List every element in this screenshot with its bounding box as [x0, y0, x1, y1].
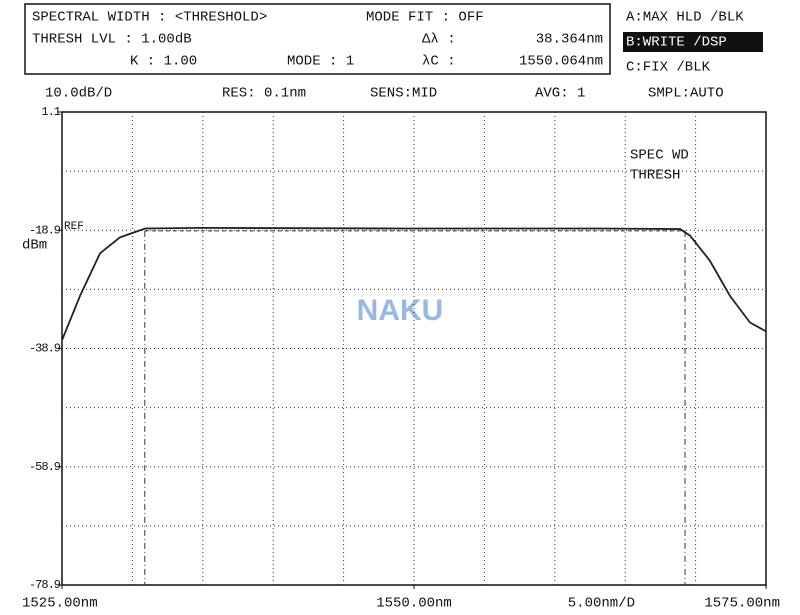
- status-res: RES: 0.1nm: [222, 86, 306, 102]
- delta-label: Δλ :: [422, 32, 456, 48]
- spectrum-trace: [61, 226, 767, 341]
- thresh-level: THRESH LVL : 1.00dB: [32, 32, 192, 48]
- ref-label: REF: [64, 221, 84, 233]
- status-smpl: SMPL:AUTO: [648, 86, 724, 102]
- y-tick-label: -78.9: [29, 578, 61, 592]
- trace-a: A:MAX HLD /BLK: [626, 10, 744, 26]
- x-tick-label: 1525.00nm: [22, 596, 98, 612]
- y-tick-label: -38.9: [29, 342, 61, 356]
- x-tick-label: 1575.00nm: [704, 596, 780, 612]
- center-value: 1550.064nm: [519, 54, 603, 70]
- center-label: λC :: [422, 54, 456, 70]
- k-value: K : 1.00: [130, 54, 197, 70]
- status-sens: SENS:MID: [370, 86, 437, 102]
- y-tick-label: 1.1: [41, 105, 60, 119]
- trace-b: B:WRITE /DSP: [626, 35, 727, 51]
- status-scale: 10.0dB/D: [45, 86, 112, 102]
- trace-c: C:FIX /BLK: [626, 60, 711, 76]
- x-scale: 5.00nm/D: [568, 596, 635, 612]
- active-trace-highlight: [623, 32, 763, 52]
- status-avg: AVG: 1: [535, 86, 585, 102]
- x-tick-label: 1550.00nm: [376, 596, 452, 612]
- y-tick-label: -58.9: [29, 460, 61, 474]
- y-unit: dBm: [22, 238, 47, 254]
- mode: MODE : 1: [287, 54, 354, 70]
- header-title: SPECTRAL WIDTH : <THRESHOLD>: [32, 10, 267, 26]
- header-box: [24, 3, 611, 75]
- delta-value: 38.364nm: [536, 32, 603, 48]
- y-tick-label: -18.9: [29, 223, 61, 237]
- watermark: NAKU: [357, 294, 444, 327]
- annotation: SPEC WD: [630, 148, 689, 164]
- annotation: THRESH: [630, 168, 680, 184]
- mode-fit: MODE FIT : OFF: [366, 10, 484, 26]
